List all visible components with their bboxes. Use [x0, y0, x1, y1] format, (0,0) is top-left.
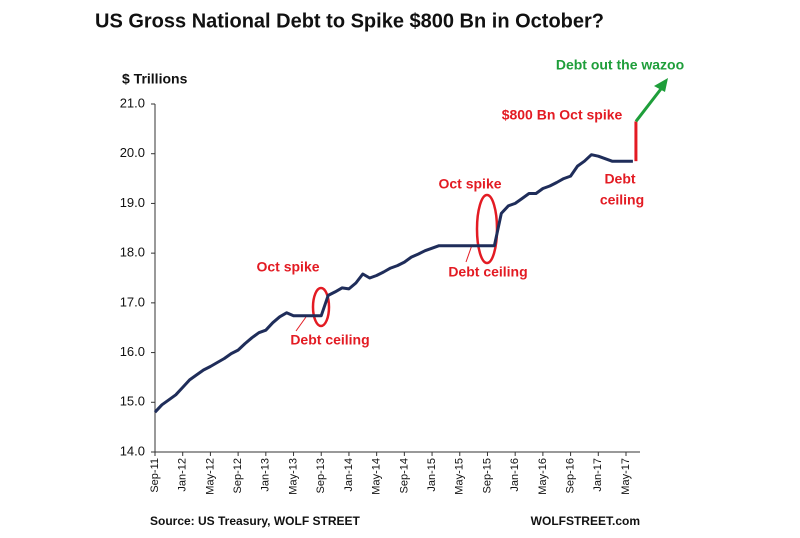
x-tick-label: Jan-15: [426, 458, 438, 492]
y-tick-label: 20.0: [120, 145, 145, 160]
x-tick-label: Sep-12: [232, 458, 244, 493]
credit: WOLFSTREET.com: [531, 514, 640, 528]
x-tick-label: Jan-17: [592, 458, 604, 492]
y-tick-label: 17.0: [120, 294, 145, 309]
y-tick-label: 19.0: [120, 195, 145, 210]
x-tick-label: Jan-14: [343, 458, 355, 492]
y-axis-label: $ Trillions: [122, 71, 188, 87]
x-tick-label: Sep-16: [564, 458, 576, 493]
x-tick-label: May-13: [287, 458, 299, 495]
annotation: Oct spike: [256, 259, 319, 275]
x-tick-label: Jan-12: [177, 458, 189, 492]
source: Source: US Treasury, WOLF STREET: [150, 514, 360, 528]
x-tick-label: Sep-11: [149, 458, 161, 493]
y-tick-label: 15.0: [120, 394, 145, 409]
y-tick-label: 21.0: [120, 95, 145, 110]
y-tick-label: 14.0: [120, 443, 145, 458]
leader-line: [295, 316, 307, 332]
x-tick-label: Sep-15: [481, 458, 493, 493]
y-tick-label: 18.0: [120, 245, 145, 260]
x-tick-label: Jan-16: [509, 458, 521, 492]
x-tick-label: May-16: [537, 458, 549, 495]
annotation: $800 Bn Oct spike: [502, 107, 623, 123]
x-tick-label: May-14: [371, 458, 383, 495]
annotation: Debt: [604, 171, 635, 187]
y-tick-label: 16.0: [120, 344, 145, 359]
debt-line: [153, 153, 633, 414]
x-tick-label: Jan-13: [260, 458, 272, 492]
arrow-head: [654, 78, 668, 92]
highlight-ellipse: [475, 193, 499, 265]
annotation: ceiling: [600, 192, 644, 208]
leader-line: [465, 244, 473, 263]
annotation: Debt ceiling: [448, 264, 527, 280]
x-tick-label: May-17: [620, 458, 632, 495]
chart-title: US Gross National Debt to Spike $800 Bn …: [95, 10, 604, 32]
highlight-ellipse: [311, 286, 331, 328]
annotation: Debt out the wazoo: [556, 57, 684, 73]
annotation: Oct spike: [438, 176, 501, 192]
x-tick-label: Sep-13: [315, 458, 327, 493]
arrow-shaft: [634, 84, 666, 123]
x-tick-label: May-12: [204, 458, 216, 495]
annotation: Debt ceiling: [290, 332, 369, 348]
x-tick-label: May-15: [454, 458, 466, 495]
x-tick-label: Sep-14: [398, 458, 410, 493]
